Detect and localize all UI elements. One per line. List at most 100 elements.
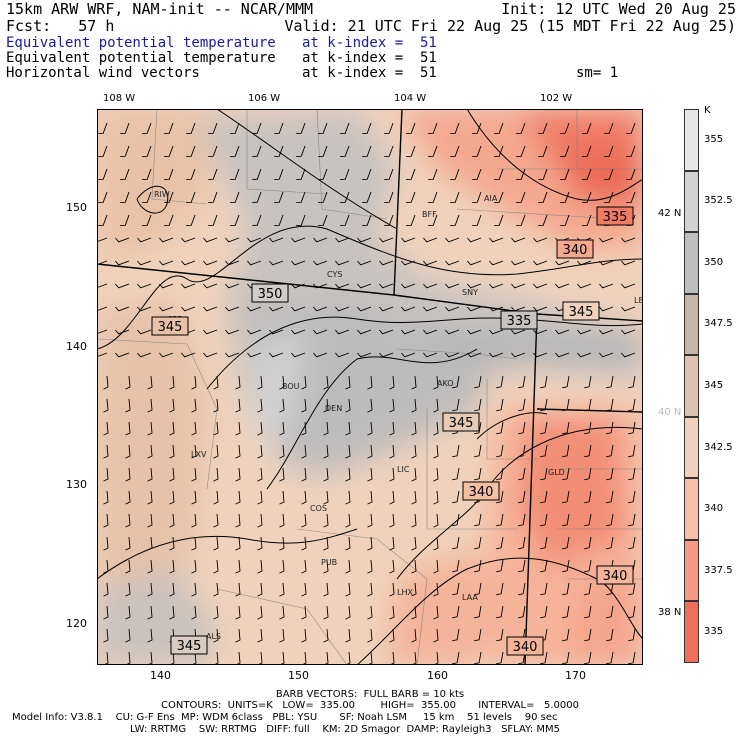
wind-barb	[562, 490, 570, 504]
svg-text:340: 340	[513, 640, 538, 655]
wind-barb	[389, 467, 395, 482]
wind-barb	[540, 559, 548, 573]
wind-barb	[433, 559, 439, 574]
wind-barb	[540, 536, 548, 550]
wind-barb	[318, 168, 328, 180]
wind-barb	[433, 444, 439, 459]
wind-barb	[472, 168, 482, 180]
wind-barb	[496, 582, 504, 596]
wind-barb	[159, 306, 174, 312]
wind-barb	[203, 352, 218, 358]
colorbar-label: 350	[704, 256, 724, 268]
wind-barb	[257, 605, 263, 620]
wind-barb	[357, 237, 372, 243]
wind-barb	[452, 375, 460, 389]
wind-barb	[433, 628, 439, 643]
svg-text:350: 350	[258, 287, 283, 302]
wind-barb	[584, 582, 592, 596]
wind-barb	[411, 605, 417, 620]
wind-barb	[208, 122, 218, 134]
wind-barb	[252, 122, 262, 134]
wind-barb	[511, 237, 526, 243]
station-bou: BOU	[282, 382, 300, 391]
wind-barb	[489, 260, 504, 266]
wind-barb	[389, 628, 395, 643]
wind-barb	[411, 467, 417, 482]
wind-barb	[474, 375, 482, 389]
wind-barb	[323, 490, 329, 505]
wind-barb	[538, 168, 548, 180]
wind-barb	[628, 444, 636, 458]
colorbar-label: 340	[704, 503, 724, 515]
wind-barb	[606, 375, 614, 389]
wind-barb	[252, 191, 262, 203]
wind-barb	[562, 444, 570, 458]
wind-barb	[584, 444, 592, 458]
wind-barb	[496, 398, 504, 412]
wind-barb	[137, 352, 152, 358]
wind-barb	[445, 306, 460, 312]
wind-barb	[367, 398, 373, 413]
wind-barb	[98, 191, 108, 203]
wind-barb	[433, 513, 439, 528]
wind-barb	[147, 444, 153, 459]
wind-barb	[159, 260, 174, 266]
wind-barb	[560, 214, 570, 226]
wind-barb	[474, 444, 482, 458]
lon-tick-106w: 106 W	[248, 93, 281, 104]
wind-barb	[411, 536, 417, 551]
wind-barb	[494, 191, 504, 203]
colorbar-label: 355	[704, 133, 724, 145]
wind-barb	[389, 398, 395, 413]
init-time: Init: 12 UTC Wed 20 Aug 25	[501, 0, 736, 18]
wind-barb	[125, 513, 131, 528]
wind-barb	[103, 467, 109, 482]
wind-barb	[452, 513, 460, 527]
wind-barb	[230, 191, 240, 203]
wind-barb	[274, 214, 284, 226]
wind-barb	[340, 191, 350, 203]
wind-barb	[357, 352, 372, 358]
wind-barb	[301, 513, 307, 528]
grid-x-tick-150: 150	[288, 669, 309, 682]
wind-barb	[335, 260, 350, 266]
colorbar-label: 347.5	[704, 318, 733, 330]
wind-barb	[186, 145, 196, 157]
wind-barb	[345, 444, 351, 459]
wind-barb	[562, 582, 570, 596]
wind-barb	[411, 628, 417, 643]
wind-barb	[621, 237, 636, 243]
wind-barb	[518, 421, 526, 435]
wind-barb	[147, 513, 153, 528]
wind-barb	[115, 352, 130, 358]
wind-barb	[423, 306, 438, 312]
wind-barb	[169, 536, 175, 551]
wind-barb	[257, 490, 263, 505]
wind-barb	[345, 559, 351, 574]
wind-barb	[345, 536, 351, 551]
wind-barb	[452, 628, 460, 642]
wind-barb	[362, 168, 372, 180]
wind-barb	[147, 628, 153, 643]
grid-x-tick-140: 140	[150, 669, 171, 682]
wind-barb	[164, 145, 174, 157]
smoothing-label: sm= 1	[576, 65, 619, 81]
wind-barb	[169, 398, 175, 413]
model-title: 15km ARW WRF, NAM-init -- NCAR/MMM	[6, 0, 314, 18]
wind-barb	[279, 536, 285, 551]
wind-barb	[606, 536, 614, 550]
wind-barb	[225, 283, 240, 289]
wind-barb	[203, 306, 218, 312]
wind-barb	[406, 122, 416, 134]
wind-barb	[452, 582, 460, 596]
barb-legend: BARB VECTORS: FULL BARB = 10 kts	[275, 689, 465, 700]
wind-barb	[147, 375, 153, 390]
wind-barb	[496, 513, 504, 527]
wind-barb	[626, 122, 636, 134]
wind-barb	[516, 191, 526, 203]
contour-label-340-ne: 340	[556, 239, 594, 259]
station-als: ALS	[206, 632, 221, 641]
wind-barb	[562, 467, 570, 481]
wind-barb	[323, 398, 329, 413]
wind-barb	[115, 306, 130, 312]
